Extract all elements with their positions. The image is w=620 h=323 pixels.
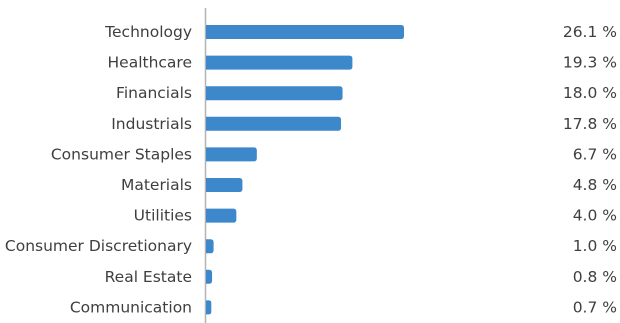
value-label: 0.7 % xyxy=(573,298,617,316)
value-label: 17.8 % xyxy=(563,115,617,133)
category-label: Technology xyxy=(104,23,192,41)
bar-financials xyxy=(206,86,343,101)
category-label: Industrials xyxy=(111,115,192,133)
category-label: Consumer Discretionary xyxy=(5,237,192,255)
value-label: 19.3 % xyxy=(563,54,617,72)
value-label: 4.8 % xyxy=(573,176,617,194)
bars-group xyxy=(206,25,404,315)
bar-technology xyxy=(206,25,404,39)
bar-consumer-discretionary xyxy=(206,239,214,254)
value-labels-group: 26.1 % 19.3 % 18.0 % 17.8 % 6.7 % 4.8 % 4.0 % 1… xyxy=(563,23,617,316)
bar-communication xyxy=(206,300,212,315)
category-label: Healthcare xyxy=(108,54,193,72)
value-label: 26.1 % xyxy=(563,23,617,41)
value-label: 4.0 % xyxy=(573,207,617,225)
category-labels-group: Technology Healthcare Financials Industrial… xyxy=(5,23,192,316)
bar-real-estate xyxy=(206,269,213,284)
category-label: Consumer Staples xyxy=(51,145,192,163)
bar-utilities xyxy=(206,208,237,223)
bar-healthcare xyxy=(206,55,353,70)
bar-industrials xyxy=(206,116,342,131)
category-label: Financials xyxy=(116,84,192,102)
value-label: 0.8 % xyxy=(573,268,617,286)
category-label: Utilities xyxy=(134,207,192,225)
category-label: Materials xyxy=(121,176,192,194)
bar-consumer-staples xyxy=(206,147,257,162)
bar-materials xyxy=(206,178,243,192)
category-label: Communication xyxy=(70,298,192,316)
category-label: Real Estate xyxy=(105,268,192,286)
value-label: 18.0 % xyxy=(563,84,617,102)
value-label: 1.0 % xyxy=(573,237,617,255)
value-label: 6.7 % xyxy=(573,145,617,163)
